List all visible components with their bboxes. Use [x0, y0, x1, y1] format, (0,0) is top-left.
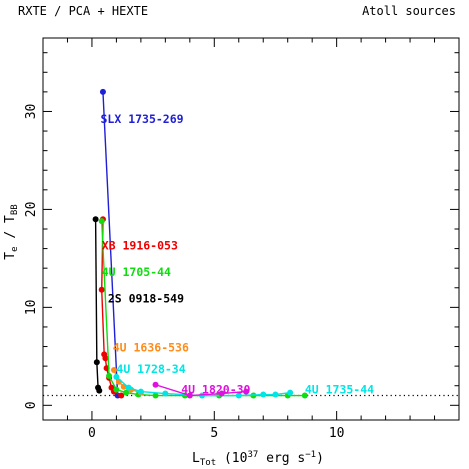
data-point — [260, 391, 267, 398]
data-point — [118, 392, 125, 399]
series-label: 2S 0918-549 — [108, 291, 184, 305]
series-label: XB 1916-053 — [102, 239, 178, 253]
data-point — [152, 392, 159, 399]
data-point — [243, 388, 250, 395]
source-labels: SLX 1735-269 XB 1916-053 4U 1705-44 2S 0918… — [101, 112, 375, 396]
header-right: Atoll sources — [362, 4, 456, 18]
x-tick-label: 0 — [88, 426, 96, 441]
series-line — [102, 91, 119, 396]
data-point — [272, 391, 279, 398]
data-point — [113, 373, 120, 380]
data-point — [162, 390, 169, 397]
data-point — [93, 359, 100, 366]
data-point — [99, 88, 106, 95]
header-left: RXTE / PCA + HEXTE — [18, 4, 148, 18]
data-point — [96, 387, 103, 394]
data-point — [137, 388, 144, 395]
data-point — [123, 389, 130, 396]
data-point — [98, 286, 105, 293]
x-tick-label: 5 — [210, 426, 218, 441]
series-label: 4U 1636-536 — [113, 340, 189, 354]
data-point — [113, 386, 120, 393]
x-axis-label: LTot (1037 erg s−1) — [192, 450, 324, 468]
axis-ticks: 0 5 10 0 10 20 30 — [24, 38, 460, 441]
data-point — [110, 367, 117, 374]
data-point — [102, 355, 109, 362]
y-tick-label: 0 — [24, 401, 39, 409]
x-tick-label: 10 — [329, 426, 345, 441]
data-point — [106, 372, 113, 379]
data-point — [92, 216, 99, 223]
series-label: 4U 1705-44 — [102, 265, 171, 279]
series-group — [92, 88, 308, 399]
data-point — [186, 392, 193, 399]
data-point — [287, 389, 294, 396]
y-tick-label: 20 — [24, 202, 39, 218]
series-line — [155, 384, 247, 397]
y-tick-label: 30 — [24, 104, 39, 120]
data-point — [218, 390, 225, 397]
data-point — [301, 392, 308, 399]
series-label: SLX 1735-269 — [101, 112, 184, 126]
data-point — [125, 384, 132, 391]
y-tick-label: 10 — [24, 300, 39, 316]
y-axis-label: Te / TBB — [3, 204, 20, 259]
data-point — [235, 392, 242, 399]
data-point — [152, 381, 159, 388]
series-label: 4U 1820-30 — [181, 383, 250, 397]
data-point — [98, 218, 105, 225]
series-label: 4U 1728-34 — [116, 362, 185, 376]
series-label: 4U 1735-44 — [305, 383, 374, 397]
